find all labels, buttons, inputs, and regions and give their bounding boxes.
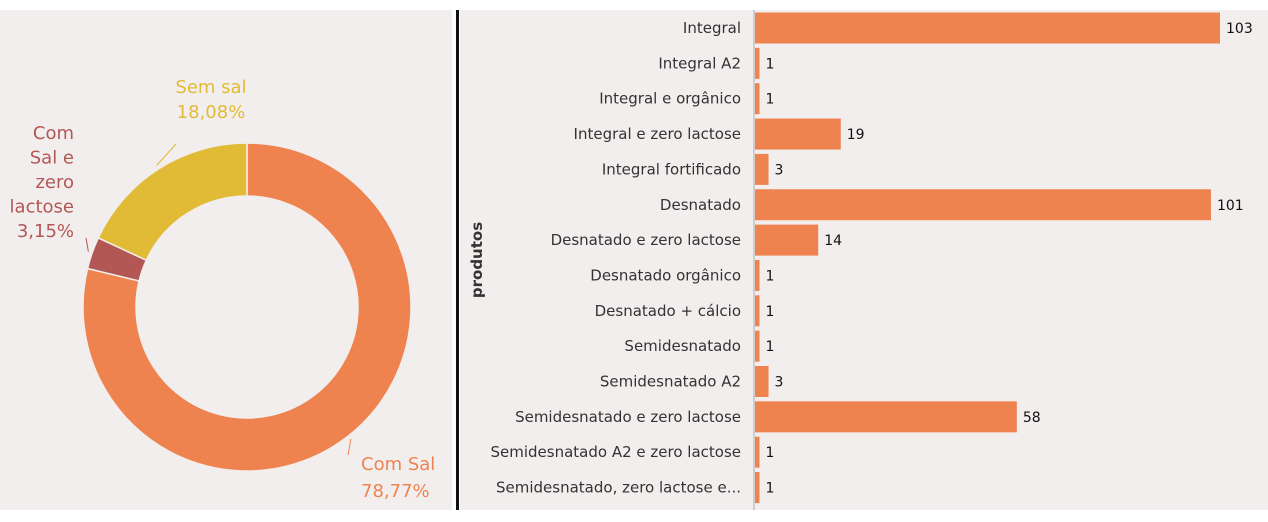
- value-label: 1: [766, 56, 775, 72]
- bar: [755, 189, 1211, 221]
- value-label: 1: [766, 445, 775, 461]
- value-label: 1: [766, 304, 775, 320]
- donut-label: lactose: [10, 197, 74, 218]
- value-label: 1: [766, 481, 775, 497]
- value-label: 103: [1226, 21, 1253, 37]
- donut-label: Sem sal: [175, 77, 246, 98]
- donut-label: Sal e: [30, 148, 74, 169]
- donut-label: zero: [35, 172, 74, 193]
- value-label: 1: [766, 92, 775, 108]
- donut-label: Com: [33, 123, 74, 144]
- value-label: 1: [766, 339, 775, 355]
- bar: [755, 472, 760, 504]
- value-label: 3: [775, 375, 784, 391]
- category-label: Desnatado + cálcio: [595, 302, 741, 320]
- bar-chart: produtos Integral 103 Integral A2 1 Integral…: [468, 10, 1253, 510]
- bar: [755, 259, 760, 291]
- bar: [755, 224, 819, 256]
- category-label: Desnatado orgânico: [590, 266, 741, 284]
- donut-slice: [97, 142, 248, 262]
- panel-divider: [456, 10, 459, 510]
- category-label: Semidesnatado A2: [600, 373, 741, 391]
- donut-label: 18,08%: [177, 102, 246, 123]
- bar: [755, 12, 1220, 44]
- donut-label: 78,77%: [361, 481, 430, 502]
- value-label: 3: [775, 162, 784, 178]
- category-label: Integral A2: [658, 54, 741, 72]
- bar: [755, 153, 769, 185]
- donut-chart: Com Sal 78,77% Com Sal e zero lactose 3,15% Sem…: [10, 77, 436, 502]
- category-label: Integral e orgânico: [599, 90, 741, 108]
- bar-panel: produtos Integral 103 Integral A2 1 Integral…: [460, 10, 1268, 510]
- value-label: 19: [847, 127, 865, 143]
- bar: [755, 83, 760, 115]
- bar: [755, 295, 760, 327]
- y-axis-title: produtos: [468, 222, 486, 298]
- category-label: Integral e zero lactose: [574, 125, 741, 143]
- value-label: 1: [766, 268, 775, 284]
- bar: [755, 401, 1017, 433]
- leader-line: [85, 237, 89, 252]
- category-label: Integral fortificado: [602, 160, 741, 178]
- category-label: Semidesnatado e zero lactose: [515, 408, 741, 426]
- donut-label: Com Sal: [361, 454, 435, 475]
- donut-panel: Com Sal 78,77% Com Sal e zero lactose 3,15% Sem…: [0, 10, 452, 510]
- category-label: Desnatado: [660, 196, 741, 214]
- category-label: Semidesnatado, zero lactose e...: [496, 479, 741, 497]
- donut-slice: [82, 142, 412, 472]
- category-label: Integral: [683, 19, 741, 37]
- bar: [755, 330, 760, 362]
- value-label: 58: [1023, 410, 1041, 426]
- value-label: 101: [1217, 198, 1244, 214]
- bar: [755, 366, 769, 397]
- donut-label: 3,15%: [17, 221, 74, 242]
- category-label: Desnatado e zero lactose: [551, 231, 741, 249]
- leader-line: [347, 438, 352, 456]
- value-label: 14: [824, 233, 842, 249]
- bar: [755, 47, 760, 79]
- bar: [755, 436, 760, 468]
- category-label: Semidesnatado: [624, 337, 741, 355]
- category-label: Semidesnatado A2 e zero lactose: [491, 443, 742, 461]
- bar: [755, 118, 841, 150]
- leader-line: [156, 143, 177, 166]
